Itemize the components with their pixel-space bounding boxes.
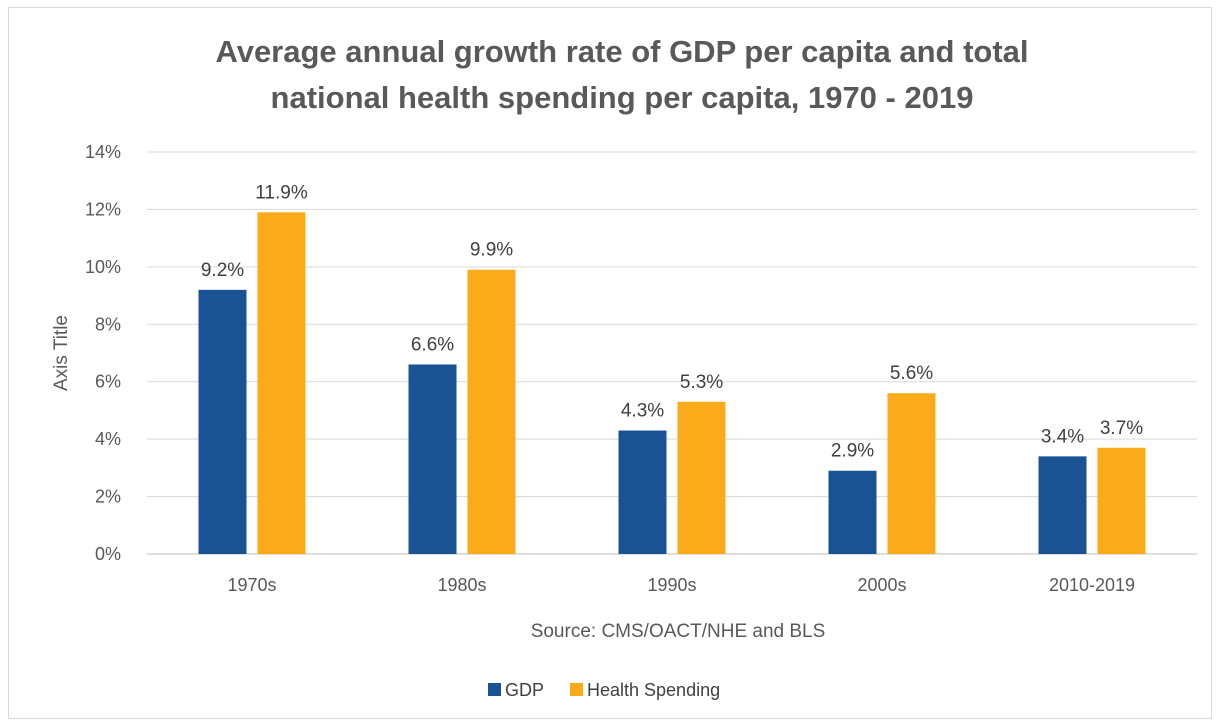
- y-axis-ticks: 0% 2% 4% 6% 8% 10% 12% 14%: [85, 142, 121, 564]
- data-label: 4.3%: [621, 401, 664, 422]
- x-tick-label: 2000s: [857, 575, 906, 595]
- y-tick-label: 12%: [85, 199, 121, 219]
- bar-health-spending-1980s: [467, 269, 516, 554]
- gridlines: [147, 151, 1197, 555]
- data-label: 5.6%: [890, 363, 933, 384]
- data-label: 9.2%: [201, 260, 244, 281]
- data-label: 3.7%: [1100, 418, 1143, 439]
- bar-gdp-2000s: [828, 470, 877, 554]
- legend: GDP Health Spending: [488, 680, 720, 700]
- x-tick-label: 1990s: [647, 575, 696, 595]
- y-tick-label: 14%: [85, 142, 121, 162]
- x-tick-label: 1970s: [227, 575, 276, 595]
- legend-label: GDP: [505, 680, 544, 700]
- legend-label: Health Spending: [587, 680, 720, 700]
- data-label: 6.6%: [411, 334, 454, 355]
- y-tick-label: 0%: [95, 544, 121, 564]
- x-tick-label: 2010-2019: [1049, 575, 1135, 595]
- bar-gdp-1970s: [198, 289, 247, 554]
- y-tick-label: 6%: [95, 372, 121, 392]
- data-label: 2.9%: [831, 441, 874, 462]
- x-axis-title: Source: CMS/OACT/NHE and BLS: [531, 621, 826, 642]
- bar-health-spending-2010-2019: [1097, 447, 1146, 554]
- data-label: 5.3%: [680, 372, 723, 393]
- bar-health-spending-2000s: [887, 393, 936, 554]
- y-tick-label: 4%: [95, 429, 121, 449]
- legend-swatch-gdp: [488, 683, 501, 696]
- legend-swatch-health-spending: [570, 683, 583, 696]
- bar-gdp-1980s: [408, 364, 457, 554]
- data-label: 3.4%: [1041, 426, 1084, 447]
- data-label: 9.9%: [470, 240, 513, 261]
- y-tick-label: 2%: [95, 487, 121, 507]
- x-tick-label: 1980s: [437, 575, 486, 595]
- bar-health-spending-1990s: [677, 401, 726, 554]
- chart-title-line-1: Average annual growth rate of GDP per ca…: [215, 34, 1028, 69]
- y-tick-label: 10%: [85, 257, 121, 277]
- bar-gdp-1990s: [618, 430, 667, 554]
- y-tick-label: 8%: [95, 314, 121, 334]
- data-labels: 9.2% 11.9% 6.6% 9.9% 4.3% 5.3% 2.9% 5.6% 3.4% 3.7…: [201, 182, 1143, 461]
- chart-title-line-2: national health spending per capita, 197…: [271, 80, 974, 115]
- bar-health-spending-1970s: [257, 212, 306, 555]
- data-label: 11.9%: [255, 182, 308, 203]
- bars: [198, 212, 1146, 555]
- x-axis-ticks: 1970s 1980s 1990s 2000s 2010-2019: [227, 575, 1135, 595]
- y-axis-title: Axis Title: [51, 315, 72, 391]
- bar-gdp-2010-2019: [1038, 456, 1087, 554]
